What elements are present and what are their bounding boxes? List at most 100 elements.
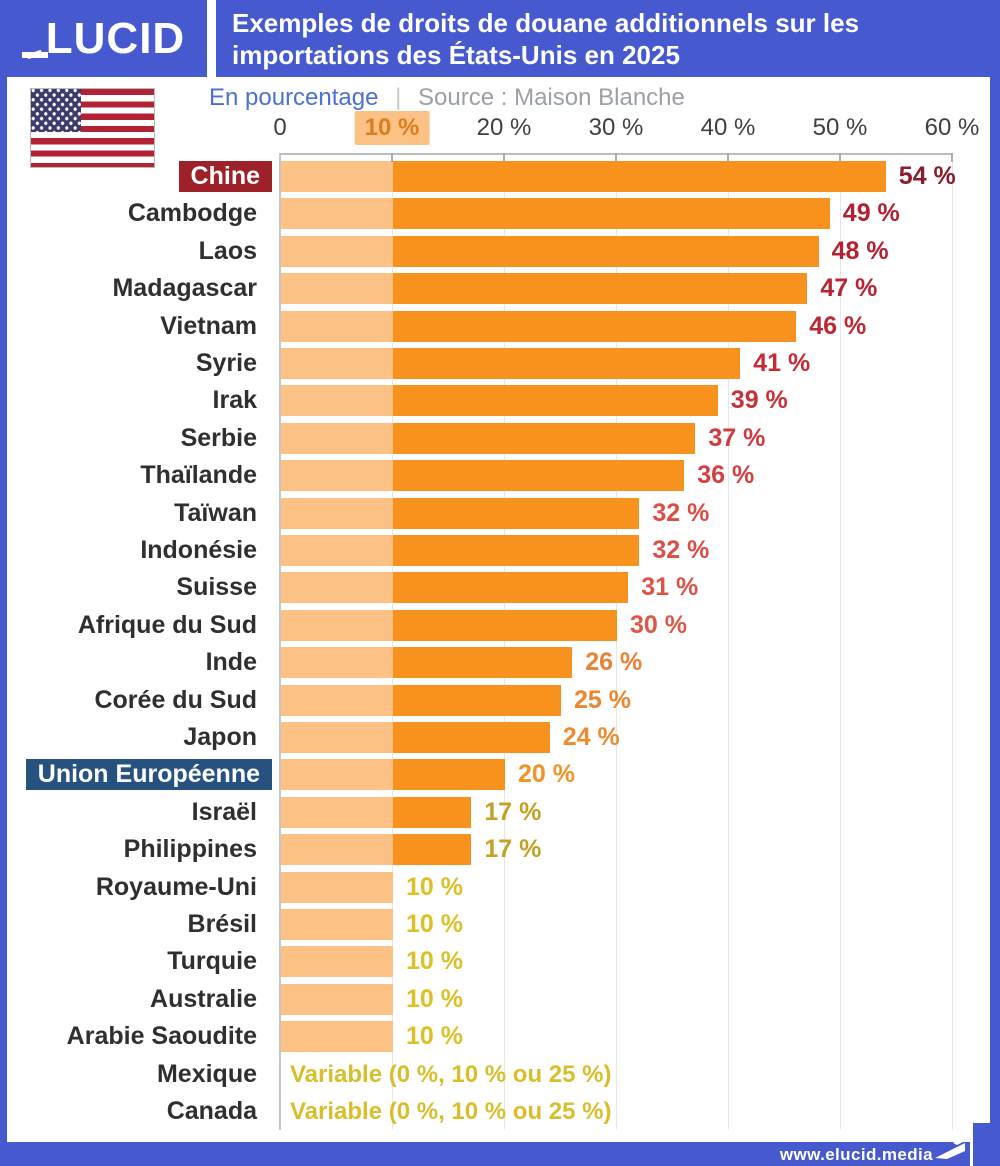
value-label: 39 % bbox=[730, 386, 788, 415]
elucid-flag-icon bbox=[935, 1136, 965, 1159]
value-label-variable: Variable (0 %, 10 % ou 25 %) bbox=[290, 1098, 612, 1125]
bar-segment-base bbox=[281, 460, 393, 492]
bar-segment-base bbox=[281, 422, 393, 454]
gridline bbox=[392, 153, 393, 1130]
bar-segment-base bbox=[281, 198, 393, 230]
value-label: 49 % bbox=[842, 199, 900, 228]
chart-title-line2: importations des États-Unis en 2025 bbox=[232, 40, 680, 70]
chart-subtitle: En pourcentage | Source : Maison Blanche bbox=[209, 84, 685, 112]
bar-segment-main bbox=[393, 198, 830, 230]
bar-segment-base bbox=[281, 684, 393, 716]
value-label: 24 % bbox=[562, 723, 620, 751]
bar-segment-main bbox=[393, 310, 797, 342]
value-label: 46 % bbox=[809, 311, 867, 340]
category-label-isra-l: Israël bbox=[191, 797, 257, 826]
bar-segment-base bbox=[281, 348, 393, 379]
value-label: 17 % bbox=[484, 835, 542, 864]
category-label-afrique-du-sud: Afrique du Sud bbox=[77, 610, 257, 639]
us-flag-image bbox=[30, 88, 155, 168]
subtitle-separator: | bbox=[395, 84, 402, 111]
category-label-union-europ-enne: Union Européenne bbox=[0, 759, 272, 791]
bar-segment-main bbox=[393, 796, 472, 828]
bar-segment-main bbox=[393, 385, 718, 417]
bar-segment-main bbox=[393, 235, 819, 267]
value-label: 48 % bbox=[831, 236, 889, 265]
category-label-canada: Canada bbox=[166, 1097, 257, 1125]
value-label: 32 % bbox=[652, 498, 710, 527]
bar-segment-base bbox=[281, 497, 393, 529]
value-label: 37 % bbox=[708, 423, 766, 452]
category-label-cor-e-du-sud: Corée du Sud bbox=[94, 685, 257, 714]
bar-segment-base bbox=[281, 273, 393, 305]
bar-segment-main bbox=[393, 273, 808, 305]
category-label-ta-wan: Taïwan bbox=[174, 498, 257, 527]
bar-segment-main bbox=[393, 497, 640, 529]
x-axis-tick-label: 60 % bbox=[924, 114, 980, 141]
axis-tick-mark bbox=[503, 153, 505, 162]
category-label-cambodge: Cambodge bbox=[127, 199, 257, 228]
category-badge: Chine bbox=[178, 161, 272, 192]
value-label: 10 % bbox=[406, 910, 463, 938]
elucid-logo: LUCID bbox=[21, 13, 186, 63]
bar-segment-main bbox=[393, 161, 886, 192]
bar-segment-base bbox=[281, 235, 393, 267]
x-axis-tick-label: 10 % bbox=[354, 111, 430, 145]
axis-tick-mark bbox=[727, 153, 729, 162]
gridline bbox=[504, 153, 505, 1130]
category-label-royaume-uni: Royaume-Uni bbox=[95, 872, 257, 901]
value-label: 10 % bbox=[406, 872, 463, 901]
bar-segment-base bbox=[281, 946, 393, 978]
category-label-madagascar: Madagascar bbox=[112, 274, 257, 303]
bar-segment-main bbox=[393, 422, 696, 454]
chart-title-block: Exemples de droits de douane additionnel… bbox=[216, 0, 1000, 77]
bar-segment-main bbox=[393, 647, 573, 679]
value-label: 31 % bbox=[641, 573, 699, 602]
bar-segment-main bbox=[393, 460, 685, 492]
axis-tick-mark bbox=[951, 153, 953, 162]
x-axis-tick-label: 50 % bbox=[812, 114, 868, 141]
category-label-arabie-saoudite: Arabie Saoudite bbox=[66, 1022, 257, 1051]
chart-title-line1: Exemples de droits de douane additionnel… bbox=[232, 8, 860, 38]
bar-segment-main bbox=[393, 535, 640, 566]
value-label: 17 % bbox=[484, 797, 542, 826]
bar-segment-base bbox=[281, 909, 393, 940]
category-label-irak: Irak bbox=[212, 386, 257, 415]
value-label: 30 % bbox=[630, 610, 687, 639]
bar-segment-base bbox=[281, 609, 393, 641]
value-label: 54 % bbox=[898, 162, 956, 190]
category-label-br-sil: Brésil bbox=[187, 910, 257, 938]
category-label-indon-sie: Indonésie bbox=[140, 536, 257, 564]
source-label: Source : Maison Blanche bbox=[418, 84, 685, 111]
elucid-logo-block: LUCID bbox=[0, 0, 207, 77]
left-border bbox=[0, 0, 7, 1166]
unit-label: En pourcentage bbox=[209, 84, 379, 111]
footer-band bbox=[0, 1142, 1000, 1166]
value-label: 10 % bbox=[406, 947, 463, 976]
bar-segment-base bbox=[281, 385, 393, 417]
category-label-serbie: Serbie bbox=[180, 423, 257, 452]
us-flag-canton bbox=[31, 89, 81, 132]
website-link[interactable]: www.elucid.media bbox=[779, 1145, 933, 1164]
axis-tick-mark bbox=[615, 153, 617, 162]
bar-segment-base bbox=[281, 647, 393, 679]
elucid-logo-text: LUCID bbox=[45, 13, 186, 63]
category-label-tha-lande: Thaïlande bbox=[140, 461, 257, 490]
value-label: 36 % bbox=[697, 461, 755, 490]
axis-tick-mark bbox=[391, 153, 393, 162]
bar-segment-main bbox=[393, 759, 505, 791]
bar-segment-base bbox=[281, 572, 393, 604]
bar-segment-base bbox=[281, 722, 393, 753]
value-label: 47 % bbox=[820, 274, 878, 303]
axis-tick-mark bbox=[839, 153, 841, 162]
value-label: 10 % bbox=[406, 1022, 463, 1051]
footer-corner-square bbox=[970, 1123, 1000, 1166]
bar-segment-base bbox=[281, 1021, 393, 1053]
value-label: 20 % bbox=[518, 760, 575, 789]
bar-segment-main bbox=[393, 684, 561, 716]
category-label-philippines: Philippines bbox=[123, 835, 257, 864]
bar-segment-base bbox=[281, 796, 393, 828]
value-label-variable: Variable (0 %, 10 % ou 25 %) bbox=[290, 1060, 612, 1088]
x-axis-tick-label: 30 % bbox=[588, 114, 644, 141]
x-axis-tick-label: 20 % bbox=[476, 114, 532, 141]
bar-segment-main bbox=[393, 722, 550, 753]
